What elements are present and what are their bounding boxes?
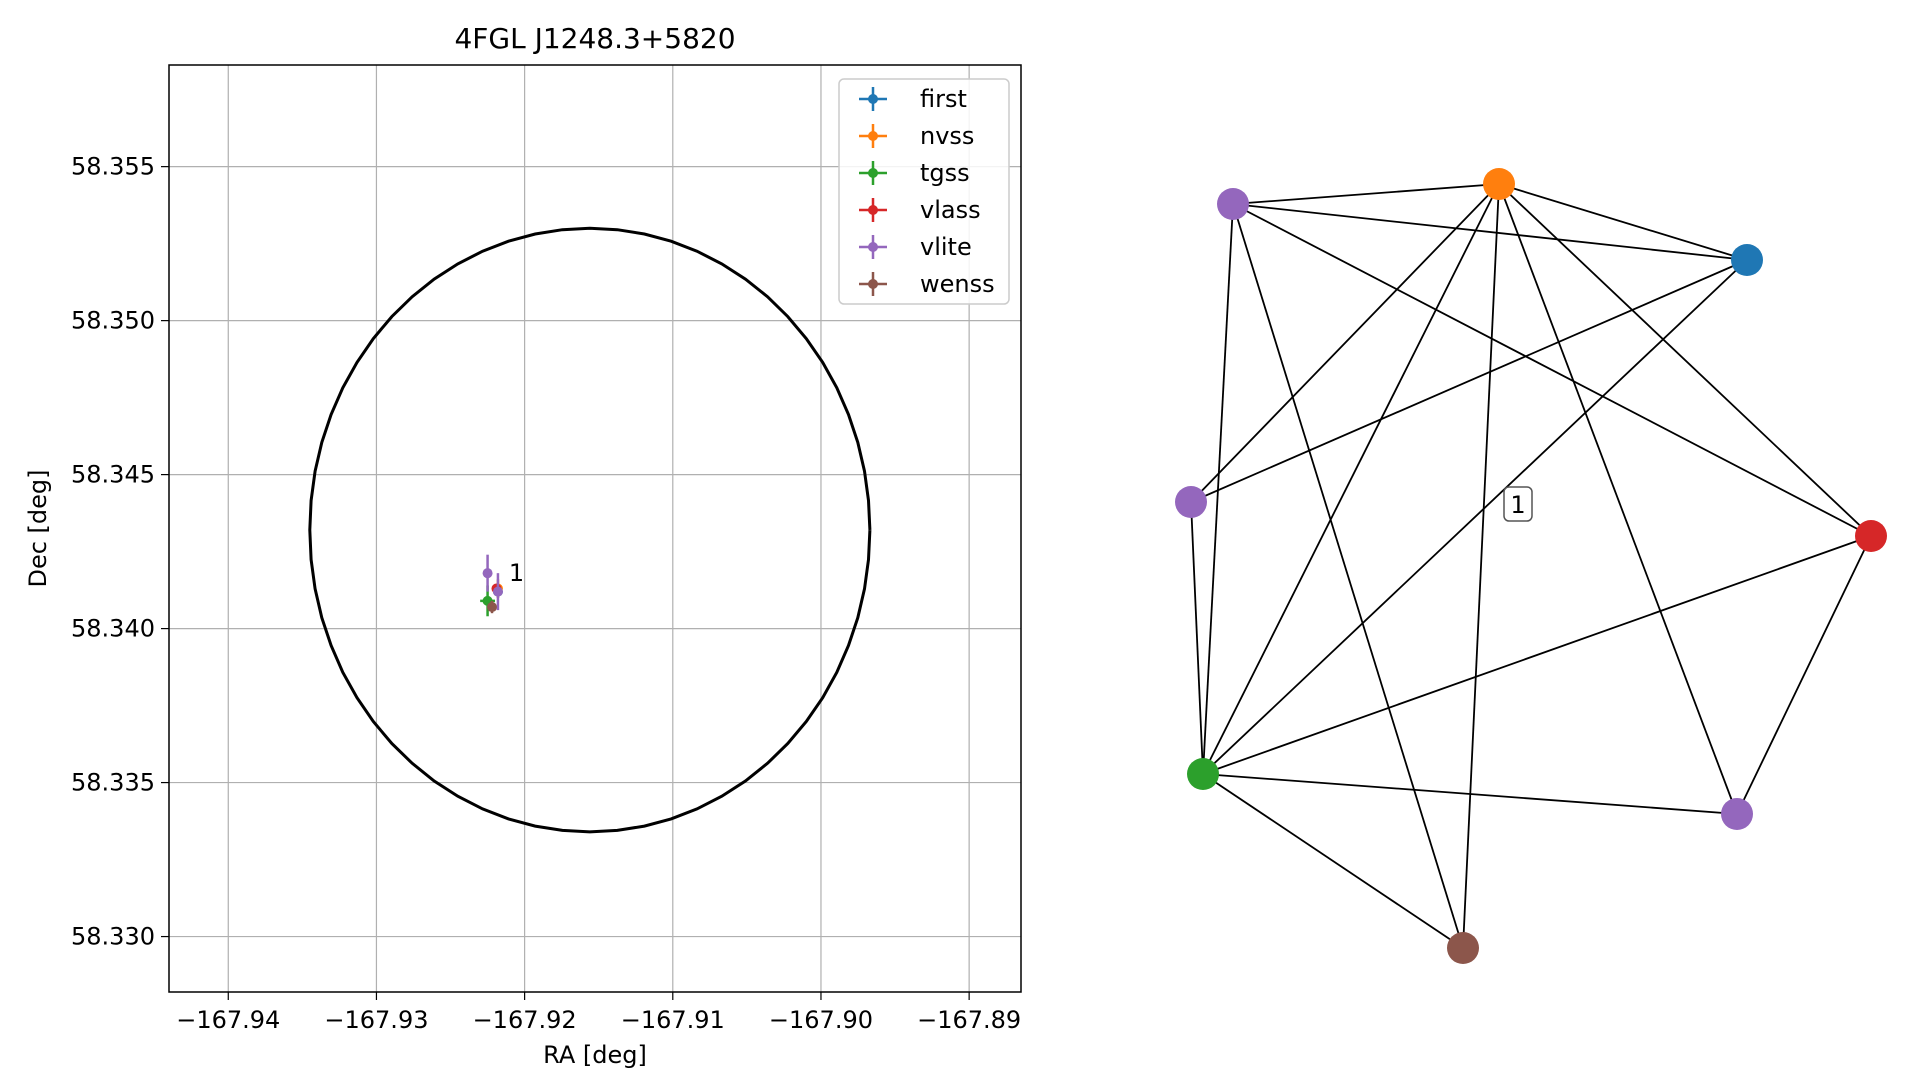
legend-entry-vlass: vlass [859,196,981,224]
legend-label: tgss [920,159,970,187]
graph-label: 1 [1510,491,1525,519]
legend-entry-wenss: wenss [859,270,995,298]
x-tick-label: −167.91 [621,1006,725,1034]
graph-edge [1202,203,1234,775]
graph-edge [1202,535,1872,775]
graph-edge [1462,183,1500,949]
graph-edge [1202,259,1748,775]
y-axis-ticks: 58.330 58.335 58.340 58.345 58.350 58.355 [71,153,169,951]
x-tick-label: −167.90 [769,1006,873,1034]
legend: first nvss tgss vlass vlite wenss [838,78,1010,305]
point-marker [482,568,493,579]
localization-circle [308,226,872,834]
graph-edge [1498,183,1738,815]
legend-marker-dot [868,242,878,252]
y-axis-label: Dec [deg] [24,469,52,587]
graph-edge [1190,259,1748,503]
x-tick-label: −167.94 [176,1006,280,1034]
graph-edge [1202,773,1464,949]
graph-edge [1498,183,1748,261]
point-annotation: 1 [509,559,524,587]
x-tick-label: −167.89 [917,1006,1021,1034]
graph-edge [1190,501,1204,775]
axes-frame [168,64,1022,993]
graph-label-box: 1 [1503,486,1533,522]
y-tick-label: 58.340 [71,615,155,643]
point-marker [492,586,503,597]
y-tick-label: 58.350 [71,307,155,335]
association-graph: 1 [1175,168,1887,964]
graph-edges [1190,183,1872,949]
graph-node [1855,520,1887,552]
grid-lines [169,65,1021,992]
graph-node [1217,188,1249,220]
graph-node [1175,486,1207,518]
graph-edge [1232,203,1872,537]
y-tick-label: 58.335 [71,769,155,797]
data-point-vlite [492,573,503,611]
y-tick-label: 58.330 [71,923,155,951]
legend-marker-dot [868,131,878,141]
legend-marker-dot [868,205,878,215]
graph-edge [1232,203,1464,949]
graph-node [1187,758,1219,790]
legend-label: vlite [920,233,972,261]
graph-label-frame [1503,486,1533,522]
data-point-wenss [487,600,498,614]
legend-label: wenss [920,270,995,298]
x-axis-ticks: −167.94 −167.93 −167.92 −167.91 −167.90 −167.… [176,992,1021,1034]
x-tick-label: −167.93 [324,1006,428,1034]
localization-circle-layer [308,226,872,834]
graph-node [1731,244,1763,276]
legend-entry-nvss: nvss [859,122,974,150]
graph-node [1483,168,1515,200]
graph-edge [1202,183,1500,775]
legend-marker-dot [868,279,878,289]
y-tick-label: 58.355 [71,153,155,181]
legend-marker-dot [868,94,878,104]
legend-label: first [920,85,967,113]
graph-edge [1736,535,1872,815]
legend-label: nvss [920,122,974,150]
graph-edge [1190,183,1500,503]
legend-entry-vlite: vlite [859,233,972,261]
graph-edge [1232,183,1500,205]
graph-nodes [1175,168,1887,964]
legend-marker-dot [868,168,878,178]
graph-node [1721,798,1753,830]
graph-node [1447,932,1479,964]
data-point-vlite [482,554,493,592]
x-axis-label: RA [deg] [543,1041,647,1069]
data-points [480,554,503,617]
y-tick-label: 58.345 [71,461,155,489]
chart-title: 4FGL J1248.3+5820 [454,22,735,55]
graph-edge [1202,773,1738,815]
legend-entry-first: first [859,85,967,113]
sky-position-plot: 1 −167.94 −167.93 −167.92 −167.91 −167.90 −16… [24,22,1022,1069]
point-marker [487,602,498,613]
graph-edge [1232,203,1748,261]
graph-edge [1498,183,1872,537]
legend-label: vlass [920,196,981,224]
x-tick-label: −167.92 [473,1006,577,1034]
legend-entry-tgss: tgss [859,159,970,187]
